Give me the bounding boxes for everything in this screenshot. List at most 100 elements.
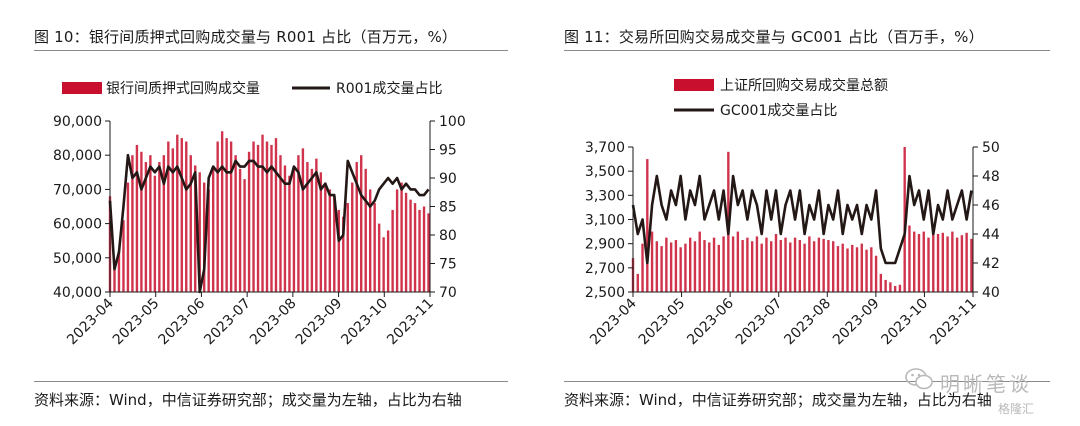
- y-right-tick-label: 90: [439, 171, 457, 187]
- x-tick-label: 2023-05: [110, 296, 163, 349]
- y-left-tick-label: 2,900: [585, 237, 625, 253]
- bar: [741, 240, 744, 292]
- y-right-tick-label: 44: [982, 227, 1000, 243]
- bar: [229, 141, 233, 292]
- bar: [870, 247, 873, 292]
- bar: [784, 237, 787, 293]
- bar: [117, 250, 121, 292]
- y-left-tick-label: 3,300: [585, 188, 625, 204]
- bar: [252, 141, 255, 292]
- bar: [243, 179, 246, 292]
- x-tick-label: 2023-04: [64, 295, 117, 348]
- bar: [793, 237, 797, 293]
- line-series: [631, 174, 973, 265]
- bar: [646, 159, 649, 292]
- bar: [153, 175, 157, 292]
- bar: [176, 134, 179, 292]
- bar: [162, 155, 166, 292]
- bar: [855, 247, 859, 292]
- bar: [879, 273, 883, 293]
- figure-10-title: 图 10：银行间质押式回购成交量与 R001 占比（百万元，%）: [34, 28, 458, 46]
- bar: [427, 213, 430, 292]
- bar: [167, 141, 170, 292]
- bar: [970, 238, 973, 292]
- bar: [774, 234, 778, 292]
- y-right-tick-label: 100: [439, 114, 466, 130]
- x-tick-label: 2023-11: [927, 296, 980, 349]
- bar: [382, 237, 385, 292]
- figure-10-bottom-rule: [34, 381, 508, 382]
- bar: [319, 172, 323, 292]
- watermark-sub: 格隆汇: [998, 402, 1035, 416]
- bar: [908, 225, 911, 292]
- bar: [893, 285, 897, 292]
- bar: [722, 236, 725, 292]
- x-tick-label: 2023-06: [684, 295, 737, 348]
- bar: [822, 238, 825, 292]
- y-right-tick-label: 80: [439, 228, 457, 244]
- x-tick-label: 2023-05: [636, 296, 689, 349]
- bar: [126, 182, 130, 292]
- bar: [171, 148, 174, 292]
- bar: [679, 247, 682, 292]
- bar: [851, 244, 854, 293]
- bar: [936, 234, 940, 292]
- bar: [409, 199, 412, 292]
- figure-11-chart: 上证所回购交易成交量总额 GC001成交量占比 2,500 2,700 2,900 3,1…: [585, 77, 1000, 349]
- bar: [315, 158, 318, 292]
- bar-series: [108, 131, 430, 292]
- figure-10-source: 资料来源：Wind，中信证券研究部；成交量为左轴，占比为右轴: [34, 391, 462, 409]
- x-tick-label: 2023-07: [201, 296, 254, 349]
- legend-line-label: GC001成交量占比: [720, 102, 837, 119]
- bar: [140, 151, 143, 292]
- bar: [189, 155, 192, 292]
- bar: [736, 231, 740, 292]
- bar: [884, 279, 887, 292]
- x-tick-label: 2023-11: [384, 296, 437, 349]
- bar: [337, 209, 340, 292]
- bar: [946, 236, 949, 292]
- bar: [770, 241, 773, 292]
- bar: [234, 155, 237, 292]
- bar-series: [631, 147, 973, 293]
- bar: [693, 241, 697, 292]
- bar: [660, 246, 663, 292]
- x-tick-label: 2023-08: [781, 296, 834, 349]
- y-left-tick-label: 3,700: [585, 140, 625, 156]
- bar: [247, 151, 251, 292]
- bar: [831, 241, 835, 292]
- bar: [898, 284, 902, 292]
- bar: [180, 138, 183, 292]
- x-tick-label: 2023-04: [587, 295, 640, 348]
- bar: [684, 243, 687, 292]
- x-tick-label: 2023-10: [338, 296, 391, 349]
- y-right-tick-label: 46: [982, 198, 1000, 214]
- bar: [703, 240, 706, 292]
- bar: [889, 282, 892, 292]
- y-right-tick-label: 75: [439, 257, 457, 273]
- bar: [351, 182, 354, 292]
- bar: [913, 231, 916, 292]
- legend-bar-label: 银行间质押式回购成交量: [106, 80, 260, 97]
- bar: [789, 242, 792, 292]
- figure-10-top-rule: [34, 50, 508, 51]
- wechat-icon: [905, 368, 933, 390]
- bar: [650, 231, 654, 292]
- y-left-tick-label: 2,700: [585, 261, 625, 277]
- bar: [674, 240, 678, 292]
- bar: [265, 141, 269, 292]
- bar: [377, 223, 381, 292]
- y-right-tick-label: 42: [982, 256, 1000, 272]
- bar: [865, 249, 868, 292]
- bar: [641, 243, 644, 292]
- bar: [144, 162, 148, 292]
- watermark-text: 明晰笔谈: [940, 372, 1032, 396]
- bar: [211, 168, 215, 292]
- bar: [256, 144, 260, 292]
- bar: [346, 203, 349, 292]
- bar: [827, 240, 830, 292]
- bar: [386, 230, 390, 292]
- x-tick-label: 2023-09: [830, 296, 883, 349]
- figure-10-panel: 图 10：银行间质押式回购成交量与 R001 占比（百万元，%） 银行间质押式回…: [34, 28, 508, 409]
- legend-bar-label: 上证所回购交易成交量总额: [720, 77, 888, 94]
